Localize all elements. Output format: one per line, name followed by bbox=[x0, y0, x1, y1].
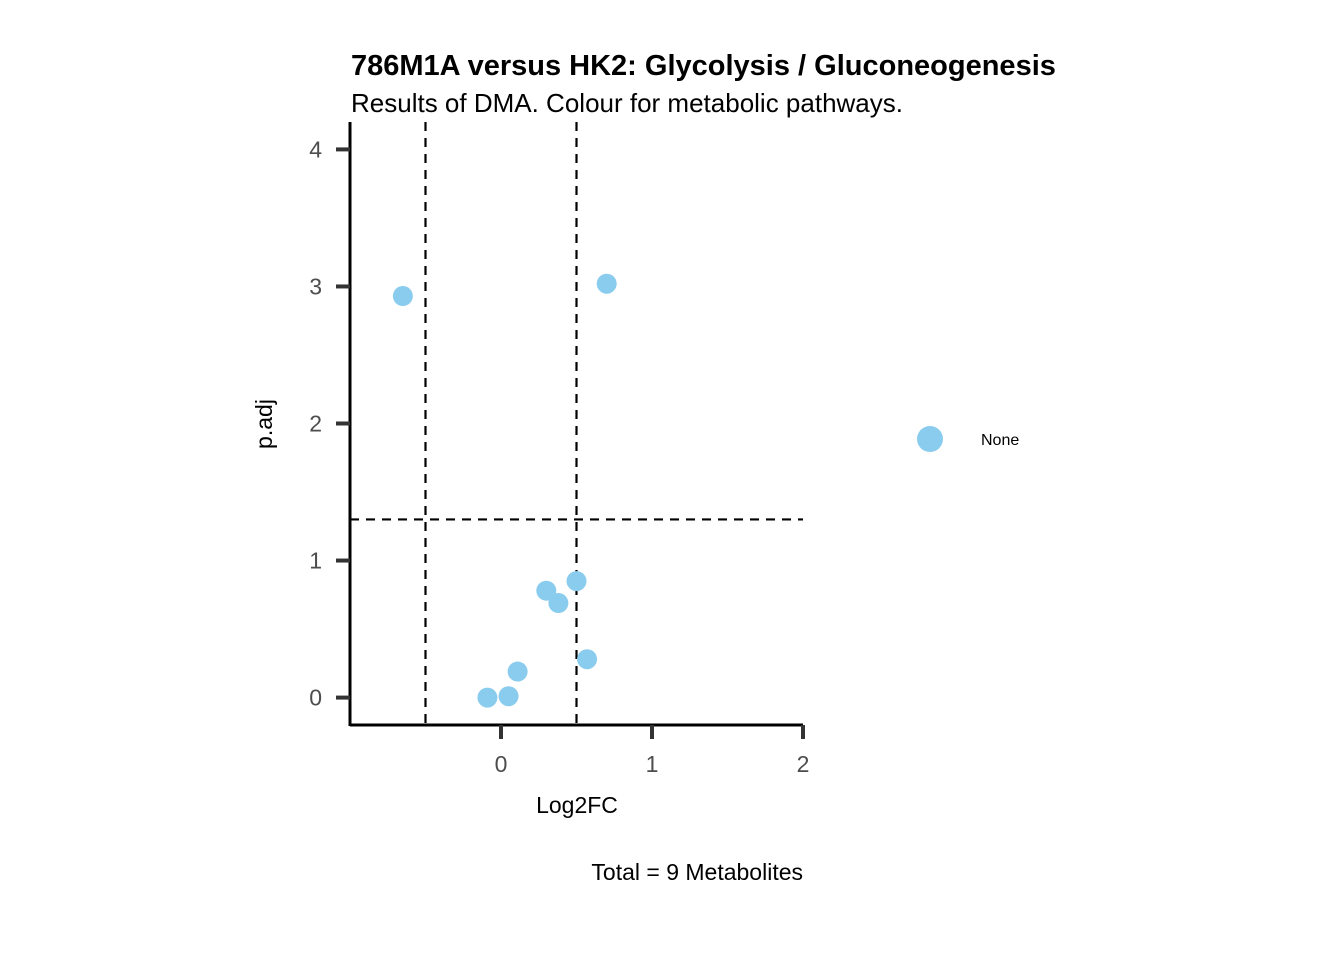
reference-lines bbox=[350, 122, 803, 725]
y-tick-label-0: 0 bbox=[309, 685, 322, 711]
x-axis-title: Log2FC bbox=[536, 792, 618, 818]
y-tick-label-4: 4 bbox=[309, 136, 322, 162]
data-point-0-6 bbox=[507, 661, 528, 682]
chart-caption: Total = 9 Metabolites bbox=[591, 859, 803, 885]
y-tick-label-1: 1 bbox=[309, 548, 322, 574]
legend-label-0: None bbox=[981, 432, 1019, 449]
data-point-0-1 bbox=[596, 273, 617, 294]
data-point-0-8 bbox=[498, 686, 519, 707]
chart-subtitle: Results of DMA. Colour for metabolic pat… bbox=[351, 88, 903, 118]
data-points bbox=[392, 273, 617, 708]
legend: None bbox=[917, 426, 1019, 452]
x-tick-label-1: 1 bbox=[646, 751, 659, 777]
data-point-0-3 bbox=[536, 580, 557, 601]
y-axis-title: p.adj bbox=[251, 399, 277, 449]
x-tick-label-2: 2 bbox=[797, 751, 810, 777]
data-point-0-7 bbox=[477, 687, 498, 708]
data-point-0-4 bbox=[548, 593, 569, 614]
x-axis-ticks: 0 1 2 bbox=[495, 725, 810, 777]
chart-title: 786M1A versus HK2: Glycolysis / Gluconeo… bbox=[351, 50, 1056, 82]
y-axis-ticks: 0 1 2 3 4 bbox=[309, 136, 350, 711]
data-point-0-0 bbox=[392, 286, 413, 307]
data-point-0-5 bbox=[577, 649, 598, 670]
x-tick-label-0: 0 bbox=[495, 751, 508, 777]
data-point-0-2 bbox=[566, 571, 587, 592]
y-tick-label-3: 3 bbox=[309, 273, 322, 299]
legend-key-0 bbox=[917, 426, 943, 452]
y-tick-label-2: 2 bbox=[309, 411, 322, 437]
